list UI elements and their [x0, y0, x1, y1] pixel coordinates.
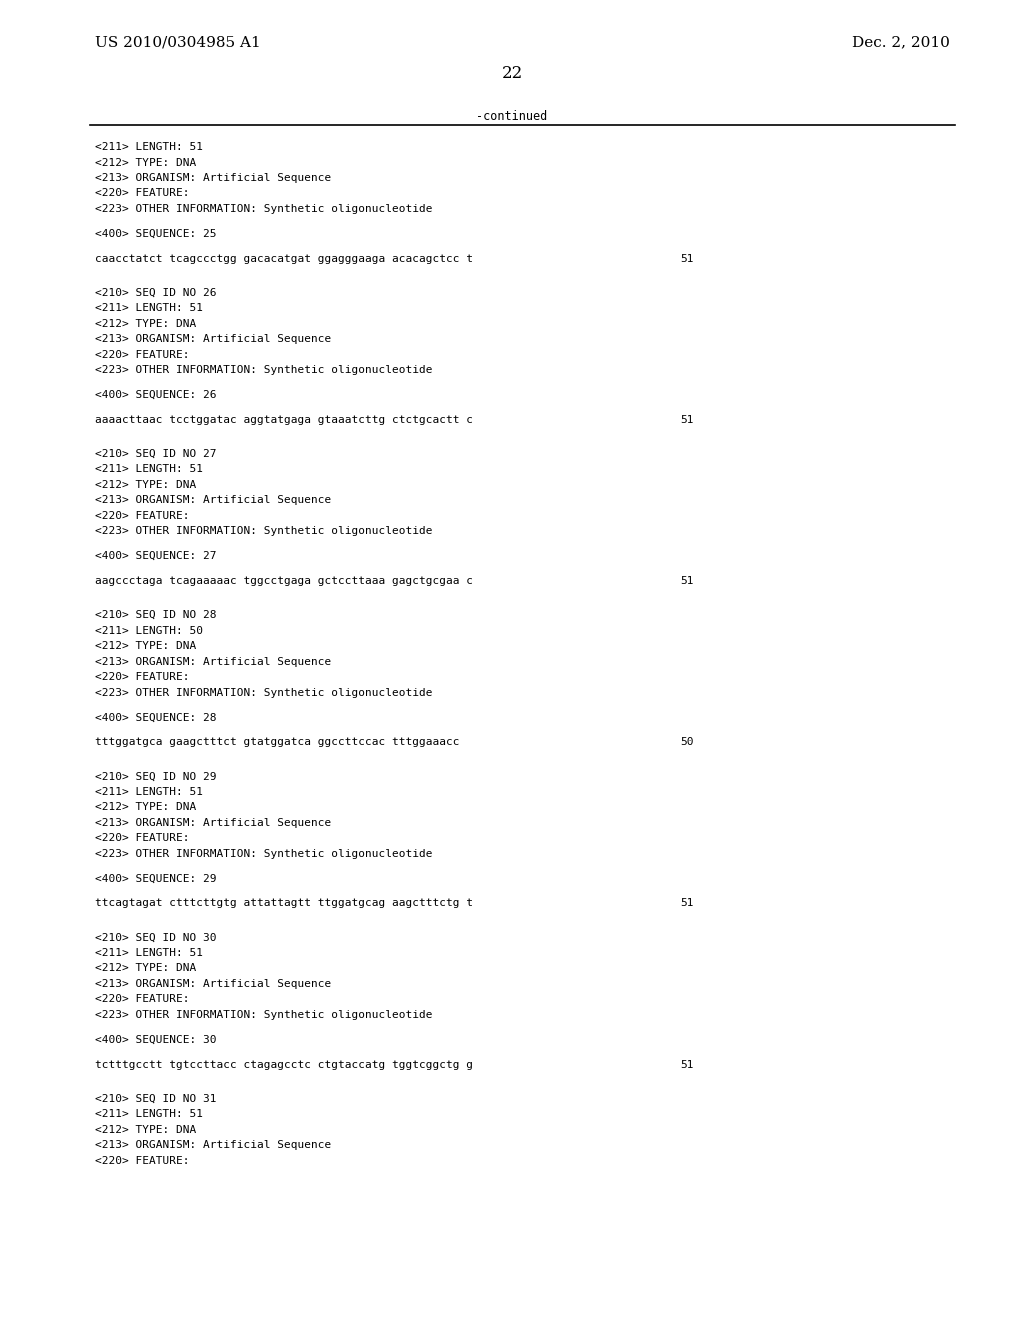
Text: <213> ORGANISM: Artificial Sequence: <213> ORGANISM: Artificial Sequence — [95, 656, 331, 667]
Text: <223> OTHER INFORMATION: Synthetic oligonucleotide: <223> OTHER INFORMATION: Synthetic oligo… — [95, 1010, 432, 1020]
Text: 51: 51 — [680, 414, 693, 425]
Text: <223> OTHER INFORMATION: Synthetic oligonucleotide: <223> OTHER INFORMATION: Synthetic oligo… — [95, 527, 432, 536]
Text: 51: 51 — [680, 1060, 693, 1069]
Text: <213> ORGANISM: Artificial Sequence: <213> ORGANISM: Artificial Sequence — [95, 495, 331, 506]
Text: 22: 22 — [502, 65, 522, 82]
Text: <211> LENGTH: 50: <211> LENGTH: 50 — [95, 626, 203, 636]
Text: <223> OTHER INFORMATION: Synthetic oligonucleotide: <223> OTHER INFORMATION: Synthetic oligo… — [95, 366, 432, 375]
Text: <213> ORGANISM: Artificial Sequence: <213> ORGANISM: Artificial Sequence — [95, 334, 331, 345]
Text: Dec. 2, 2010: Dec. 2, 2010 — [852, 36, 950, 49]
Text: US 2010/0304985 A1: US 2010/0304985 A1 — [95, 36, 261, 49]
Text: <212> TYPE: DNA: <212> TYPE: DNA — [95, 964, 197, 973]
Text: <220> FEATURE:: <220> FEATURE: — [95, 511, 189, 521]
Text: <213> ORGANISM: Artificial Sequence: <213> ORGANISM: Artificial Sequence — [95, 979, 331, 989]
Text: <220> FEATURE:: <220> FEATURE: — [95, 1156, 189, 1166]
Text: <210> SEQ ID NO 29: <210> SEQ ID NO 29 — [95, 771, 216, 781]
Text: <220> FEATURE:: <220> FEATURE: — [95, 189, 189, 198]
Text: <210> SEQ ID NO 31: <210> SEQ ID NO 31 — [95, 1094, 216, 1104]
Text: <211> LENGTH: 51: <211> LENGTH: 51 — [95, 304, 203, 313]
Text: <212> TYPE: DNA: <212> TYPE: DNA — [95, 318, 197, 329]
Text: 51: 51 — [680, 576, 693, 586]
Text: -continued: -continued — [476, 110, 548, 123]
Text: <400> SEQUENCE: 26: <400> SEQUENCE: 26 — [95, 389, 216, 400]
Text: <212> TYPE: DNA: <212> TYPE: DNA — [95, 157, 197, 168]
Text: tctttgcctt tgtccttacc ctagagcctc ctgtaccatg tggtcggctg g: tctttgcctt tgtccttacc ctagagcctc ctgtacc… — [95, 1060, 473, 1069]
Text: <400> SEQUENCE: 29: <400> SEQUENCE: 29 — [95, 874, 216, 883]
Text: <223> OTHER INFORMATION: Synthetic oligonucleotide: <223> OTHER INFORMATION: Synthetic oligo… — [95, 688, 432, 697]
Text: <400> SEQUENCE: 25: <400> SEQUENCE: 25 — [95, 228, 216, 239]
Text: ttcagtagat ctttcttgtg attattagtt ttggatgcag aagctttctg t: ttcagtagat ctttcttgtg attattagtt ttggatg… — [95, 899, 473, 908]
Text: tttggatgca gaagctttct gtatggatca ggccttccac tttggaaacc: tttggatgca gaagctttct gtatggatca ggccttc… — [95, 737, 460, 747]
Text: <211> LENGTH: 51: <211> LENGTH: 51 — [95, 1109, 203, 1119]
Text: <213> ORGANISM: Artificial Sequence: <213> ORGANISM: Artificial Sequence — [95, 1140, 331, 1150]
Text: <213> ORGANISM: Artificial Sequence: <213> ORGANISM: Artificial Sequence — [95, 818, 331, 828]
Text: aaaacttaac tcctggatac aggtatgaga gtaaatcttg ctctgcactt c: aaaacttaac tcctggatac aggtatgaga gtaaatc… — [95, 414, 473, 425]
Text: <211> LENGTH: 51: <211> LENGTH: 51 — [95, 787, 203, 797]
Text: <210> SEQ ID NO 26: <210> SEQ ID NO 26 — [95, 288, 216, 298]
Text: <220> FEATURE:: <220> FEATURE: — [95, 833, 189, 843]
Text: <212> TYPE: DNA: <212> TYPE: DNA — [95, 803, 197, 812]
Text: <212> TYPE: DNA: <212> TYPE: DNA — [95, 1125, 197, 1135]
Text: aagccctaga tcagaaaaac tggcctgaga gctccttaaa gagctgcgaa c: aagccctaga tcagaaaaac tggcctgaga gctcctt… — [95, 576, 473, 586]
Text: <210> SEQ ID NO 30: <210> SEQ ID NO 30 — [95, 932, 216, 942]
Text: <400> SEQUENCE: 28: <400> SEQUENCE: 28 — [95, 713, 216, 722]
Text: <400> SEQUENCE: 27: <400> SEQUENCE: 27 — [95, 552, 216, 561]
Text: <211> LENGTH: 51: <211> LENGTH: 51 — [95, 948, 203, 958]
Text: <211> LENGTH: 51: <211> LENGTH: 51 — [95, 143, 203, 152]
Text: caacctatct tcagccctgg gacacatgat ggagggaaga acacagctcc t: caacctatct tcagccctgg gacacatgat ggaggga… — [95, 253, 473, 264]
Text: 51: 51 — [680, 899, 693, 908]
Text: <220> FEATURE:: <220> FEATURE: — [95, 672, 189, 682]
Text: <210> SEQ ID NO 27: <210> SEQ ID NO 27 — [95, 449, 216, 459]
Text: <220> FEATURE:: <220> FEATURE: — [95, 350, 189, 359]
Text: 50: 50 — [680, 737, 693, 747]
Text: <211> LENGTH: 51: <211> LENGTH: 51 — [95, 465, 203, 474]
Text: 51: 51 — [680, 253, 693, 264]
Text: <212> TYPE: DNA: <212> TYPE: DNA — [95, 642, 197, 651]
Text: <212> TYPE: DNA: <212> TYPE: DNA — [95, 480, 197, 490]
Text: <223> OTHER INFORMATION: Synthetic oligonucleotide: <223> OTHER INFORMATION: Synthetic oligo… — [95, 205, 432, 214]
Text: <213> ORGANISM: Artificial Sequence: <213> ORGANISM: Artificial Sequence — [95, 173, 331, 183]
Text: <400> SEQUENCE: 30: <400> SEQUENCE: 30 — [95, 1035, 216, 1045]
Text: <210> SEQ ID NO 28: <210> SEQ ID NO 28 — [95, 610, 216, 620]
Text: <223> OTHER INFORMATION: Synthetic oligonucleotide: <223> OTHER INFORMATION: Synthetic oligo… — [95, 849, 432, 859]
Text: <220> FEATURE:: <220> FEATURE: — [95, 994, 189, 1005]
